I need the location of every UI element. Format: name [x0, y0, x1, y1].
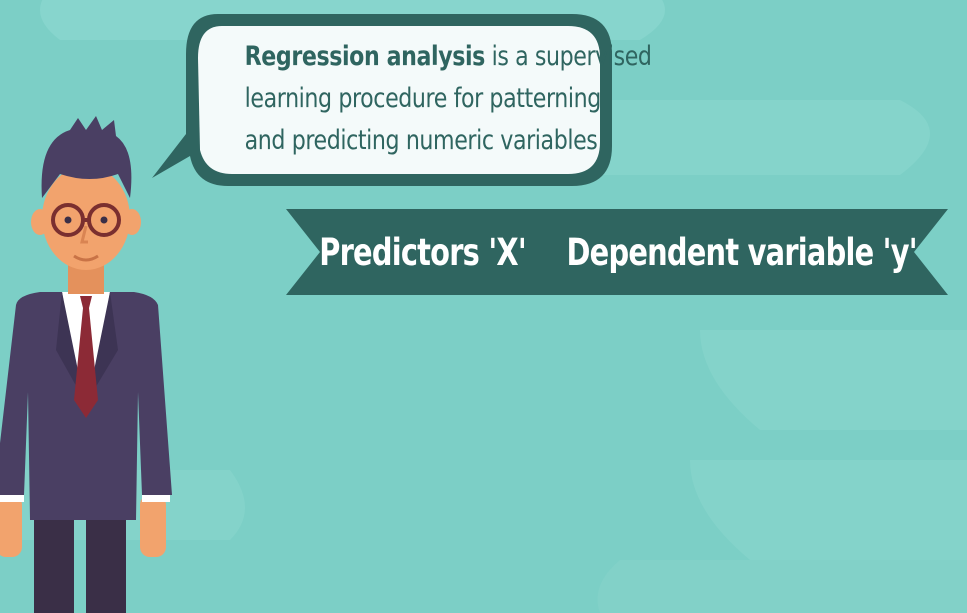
speech-line-2: learning procedure for patterning	[244, 83, 602, 114]
banner-ribbon	[286, 209, 948, 295]
speech-bubble-text: Regression analysis is a supervised lear…	[244, 36, 652, 162]
dependent-variable-label: Dependent variable 'y'	[566, 230, 917, 274]
speech-line-1-bold: Regression analysis	[244, 41, 486, 72]
speech-line-1-rest: is a supervised	[484, 41, 652, 72]
speech-line-3: and predicting numeric variables	[244, 125, 598, 156]
speech-bubble	[152, 14, 612, 186]
speech-line-1: Regression analysis is a supervised	[244, 36, 652, 78]
businessman-illustration	[0, 116, 172, 613]
predictors-label: Predictors 'X'	[319, 230, 526, 274]
banner-text: Predictors 'X' Dependent variable 'y'	[319, 219, 917, 285]
